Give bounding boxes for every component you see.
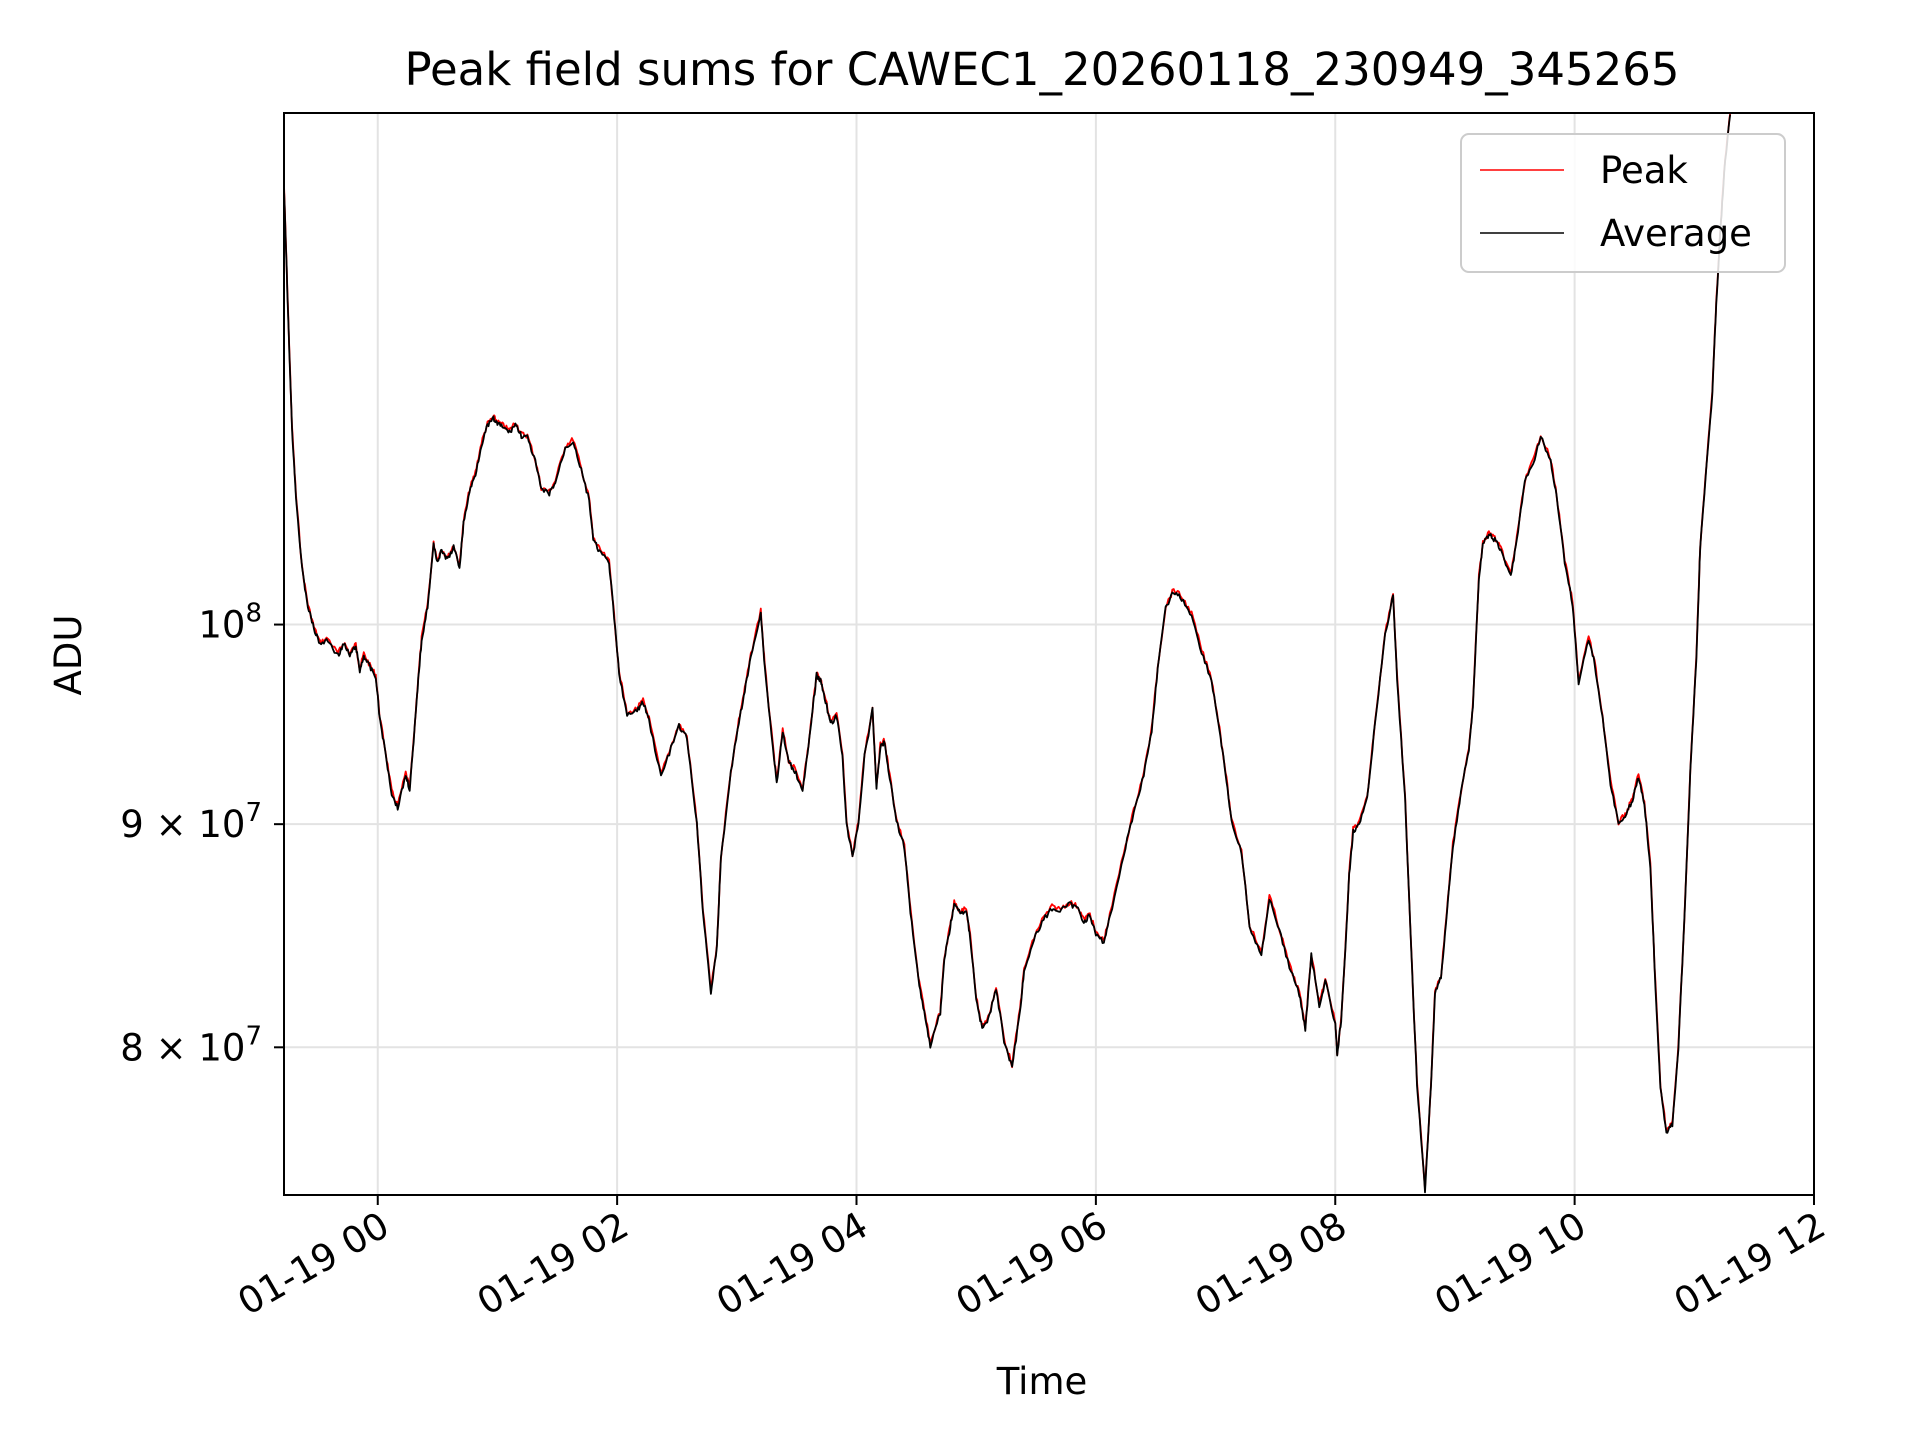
x-axis-label: Time [996,1360,1088,1403]
plot-frame [283,112,1815,1196]
y-tick-label: 108 [198,599,262,647]
series-line-average [283,114,1732,1194]
y-axis-ticks: 108 9 × 107 8 × 107 [120,599,284,1069]
legend-label-average: Average [1600,212,1752,255]
y-tick-label: 8 × 107 [120,1021,262,1069]
y-axis-label: ADU [47,615,90,696]
legend-box [1460,133,1786,273]
y-tick-label: 9 × 107 [120,798,262,846]
chart-title: Peak field sums for CAWEC1_20260118_2309… [404,43,1679,96]
legend-label-peak: Peak [1600,149,1688,192]
legend: Peak Average [1460,133,1786,273]
series-lines [283,112,1732,1194]
